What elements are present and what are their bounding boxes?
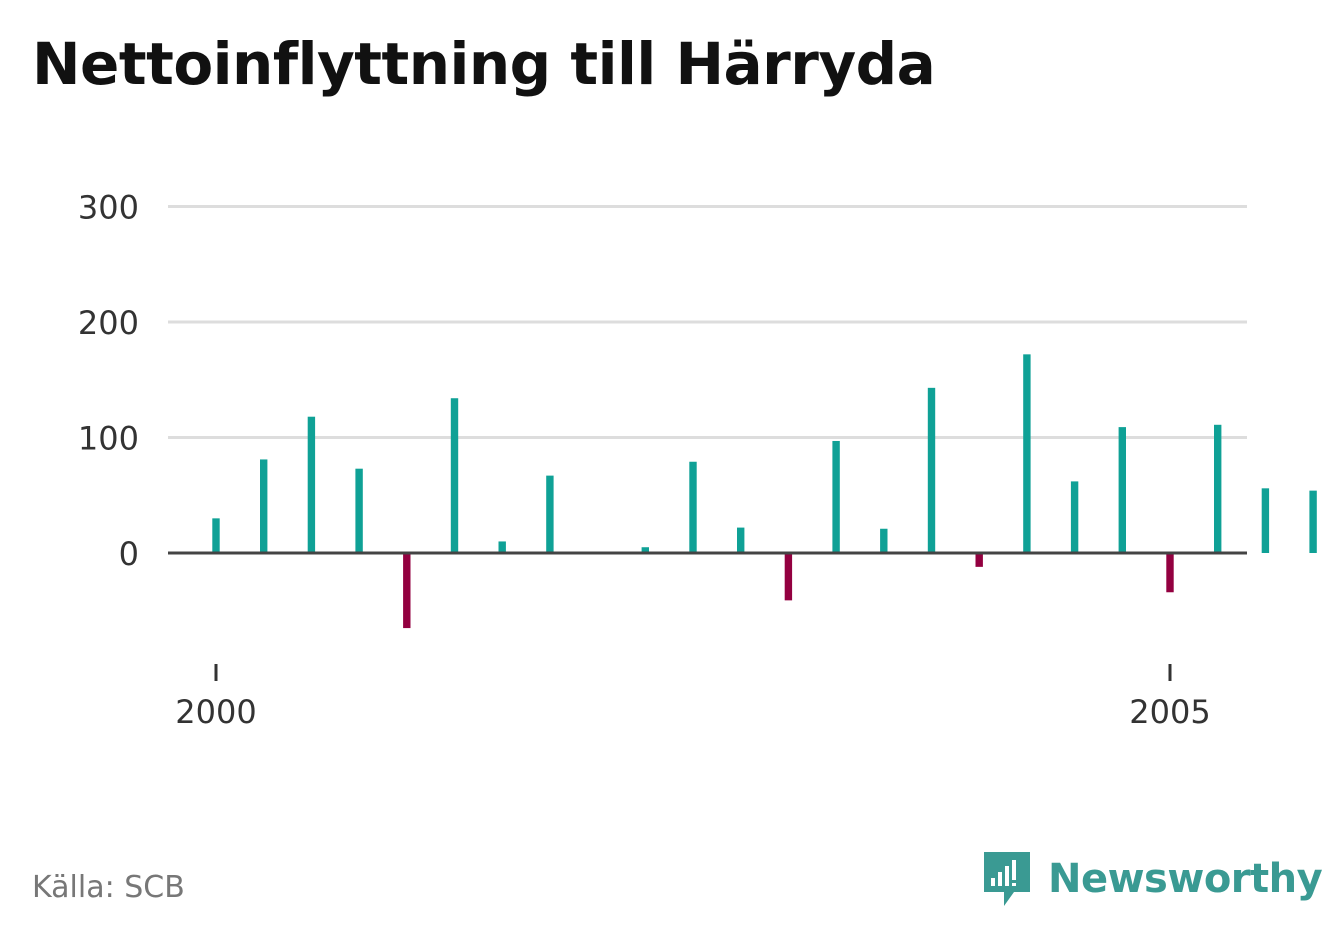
bar (1214, 424, 1222, 553)
y-tick-label: 0 (119, 535, 139, 573)
x-tick-label: 2000 (175, 693, 256, 731)
bar (784, 553, 793, 601)
newsworthy-logo: Newsworthy (980, 848, 1322, 910)
bar (498, 541, 506, 553)
y-tick-label: 100 (78, 420, 139, 458)
bar (450, 398, 459, 553)
bar (1118, 427, 1126, 553)
y-axis-tick-labels: 0 100 200 300 (78, 189, 139, 574)
grid-lines (168, 205, 1247, 439)
newsworthy-brand-name: Newsworthy (1048, 856, 1322, 902)
bar (546, 475, 554, 554)
bars (212, 354, 1317, 629)
y-tick-label: 300 (78, 189, 139, 227)
bar (832, 440, 840, 553)
bar (689, 461, 697, 553)
y-tick-label: 200 (78, 304, 139, 342)
chart-title: Nettoinflyttning till Härryda (32, 30, 936, 98)
bar (880, 528, 888, 553)
bar (307, 416, 316, 553)
bar (355, 468, 363, 553)
bar (1261, 488, 1270, 553)
bar (1166, 553, 1174, 593)
bar (260, 459, 268, 553)
x-tick-label: 2005 (1129, 693, 1210, 731)
bar (737, 527, 745, 553)
bar (927, 387, 936, 553)
bar (975, 553, 983, 567)
bar (1070, 481, 1079, 553)
x-axis: 200020052010201520202025 (175, 664, 1211, 731)
newsworthy-logo-icon (984, 852, 1030, 906)
bar (212, 518, 220, 553)
bar (1309, 490, 1317, 553)
bar (641, 547, 649, 554)
bar (1023, 354, 1031, 553)
bar (403, 553, 411, 629)
source-note: Källa: SCB (32, 870, 185, 905)
